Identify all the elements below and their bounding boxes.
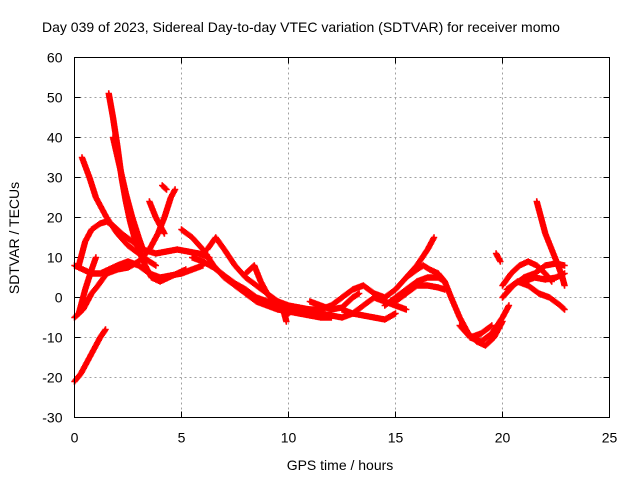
series-arc-16 bbox=[281, 310, 290, 325]
series-arc-27 bbox=[503, 278, 568, 313]
data-points bbox=[71, 90, 568, 385]
x-tick-label: 0 bbox=[71, 430, 79, 446]
y-tick-label: -10 bbox=[42, 330, 62, 346]
series-arc-13 bbox=[203, 234, 438, 313]
x-axis-label: GPS time / hours bbox=[287, 457, 394, 473]
y-axis-label: SDTVAR / TECUs bbox=[6, 182, 22, 294]
series-arc-10 bbox=[159, 182, 170, 193]
series-arc-24 bbox=[492, 250, 504, 265]
series-arc-8 bbox=[109, 134, 147, 253]
x-tick-label: 20 bbox=[495, 430, 511, 446]
series-arc-23 bbox=[467, 322, 495, 341]
y-tick-label: -30 bbox=[42, 410, 62, 426]
chart-title: Day 039 of 2023, Sidereal Day-to-day VTE… bbox=[42, 19, 560, 35]
x-tick-label: 10 bbox=[281, 430, 297, 446]
x-tick-label: 25 bbox=[602, 430, 618, 446]
series-arc-14 bbox=[242, 262, 277, 305]
series-arc-1 bbox=[71, 326, 109, 385]
x-tick-label: 5 bbox=[178, 430, 186, 446]
series-arc-18 bbox=[338, 306, 399, 323]
y-tick-label: 60 bbox=[47, 50, 63, 66]
series-arc-20 bbox=[392, 282, 448, 305]
series-arc-15 bbox=[274, 298, 296, 317]
y-tick-label: 10 bbox=[47, 250, 63, 266]
y-tick-label: 20 bbox=[47, 210, 63, 226]
plot-frame bbox=[74, 57, 610, 418]
y-tick-label: 50 bbox=[47, 90, 63, 106]
grid bbox=[74, 57, 610, 418]
x-tick-label: 15 bbox=[388, 430, 404, 446]
series-arc-12 bbox=[189, 254, 410, 321]
y-tick-label: 30 bbox=[47, 170, 63, 186]
y-tick-label: 40 bbox=[47, 130, 63, 146]
series-arc-17 bbox=[306, 290, 363, 313]
series-arc-9 bbox=[146, 198, 168, 237]
y-tick-label: 0 bbox=[55, 290, 63, 306]
series-arc-29 bbox=[520, 270, 568, 285]
y-tick-label: -20 bbox=[42, 370, 62, 386]
